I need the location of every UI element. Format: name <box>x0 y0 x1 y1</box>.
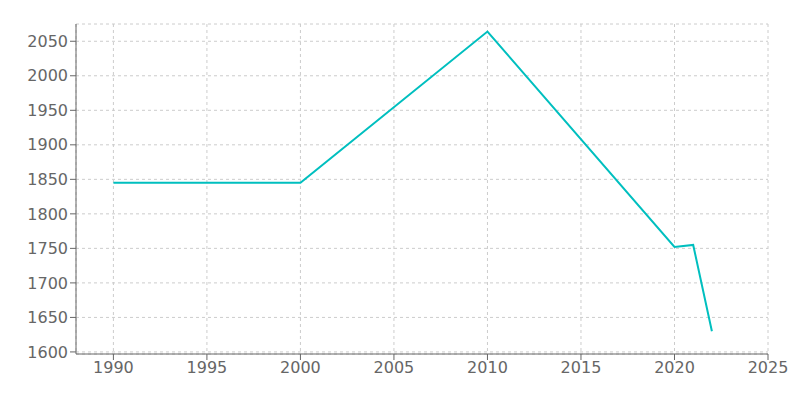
svg-text:1850: 1850 <box>27 170 68 189</box>
svg-text:2000: 2000 <box>27 66 68 85</box>
svg-text:1700: 1700 <box>27 274 68 293</box>
svg-text:2010: 2010 <box>467 358 508 377</box>
svg-text:2025: 2025 <box>748 358 789 377</box>
svg-text:2005: 2005 <box>374 358 415 377</box>
svg-text:1600: 1600 <box>27 343 68 362</box>
svg-text:1750: 1750 <box>27 239 68 258</box>
svg-text:1995: 1995 <box>187 358 228 377</box>
svg-text:2000: 2000 <box>280 358 321 377</box>
svg-text:2050: 2050 <box>27 32 68 51</box>
svg-text:2020: 2020 <box>654 358 695 377</box>
svg-text:1900: 1900 <box>27 135 68 154</box>
svg-text:1950: 1950 <box>27 101 68 120</box>
svg-text:1650: 1650 <box>27 308 68 327</box>
svg-text:1800: 1800 <box>27 205 68 224</box>
svg-text:1990: 1990 <box>93 358 134 377</box>
svg-text:2015: 2015 <box>561 358 602 377</box>
